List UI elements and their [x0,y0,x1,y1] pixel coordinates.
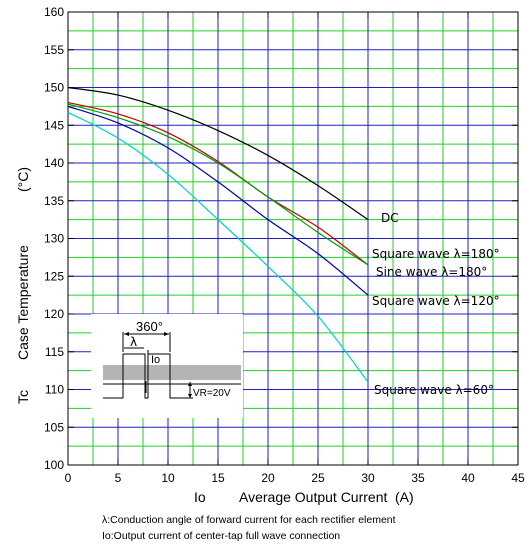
current-waveform [103,353,193,399]
series-label-sine-180: Sine wave λ=180° [376,265,487,279]
x-tick-label: 0 [65,471,72,485]
y-tick-label: 120 [44,307,64,321]
x-axis-symbol: Io [194,489,206,505]
voltage-arrowhead-bottom [188,394,192,398]
y-axis-unit: (°C) [15,167,31,192]
series-line-dc [67,86,369,221]
period-arrowhead-right [164,332,169,336]
series-line-square-120 [67,105,369,296]
y-tick-label: 155 [44,43,64,57]
y-tick-label: 110 [45,383,64,397]
y-tick-label: 160 [44,5,64,19]
y-axis-title: Case Temperature [15,245,31,360]
series-label-square-120: Square wave λ=120° [372,294,500,308]
lambda-label: λ [130,335,137,349]
period-label: 360° [136,319,163,334]
series-line-square-60 [67,111,369,383]
x-tick-label: 10 [161,471,175,485]
y-tick-label: 145 [44,118,64,132]
series-label-dc: DC [381,211,399,225]
y-axis-symbol: Tc [15,390,31,404]
y-tick-labels: 100 105 110 115 120 125 130 135 140 145 150 155 160 [44,5,64,472]
series-label-square-180: Square wave λ=180° [372,247,500,261]
y-tick-label: 105 [44,420,64,434]
reverse-voltage-band [103,365,241,380]
tick-marks [67,11,519,466]
footnote-io: Io:Output current of center-tap full wav… [102,530,341,542]
x-tick-label: 25 [311,471,325,485]
series-line-square-180 [67,102,369,266]
x-tick-label: 35 [411,471,425,485]
x-tick-label: 15 [211,471,225,485]
x-axis-title: Average Output Current [239,489,387,505]
y-tick-label: 115 [45,345,64,359]
y-tick-label: 150 [44,81,64,95]
series-label-square-60: Square wave λ=60° [374,383,494,397]
x-tick-label: 40 [461,471,475,485]
waveform-inset: 360° λ Io VR=20V [91,314,243,418]
x-tick-label: 45 [511,471,525,485]
series-labels: DC Square wave λ=180° Sine wave λ=180° Squa… [372,211,500,397]
voltage-arrowhead-top [188,382,192,386]
y-tick-label: 135 [44,194,64,208]
series-layer [67,86,369,383]
x-tick-label: 30 [361,471,375,485]
y-tick-label: 125 [44,269,64,283]
y-tick-label: 130 [44,232,64,246]
voltage-label: VR=20V [193,388,231,399]
footnote-lambda: λ:Conduction angle of forward current fo… [102,514,396,526]
series-line-sine-180 [67,103,369,266]
y-tick-label: 140 [44,156,64,170]
x-axis-unit: (A) [395,489,414,505]
x-tick-label: 20 [261,471,275,485]
period-arrowhead-left [124,332,129,336]
current-label: Io [151,354,160,366]
x-tick-label: 5 [115,471,122,485]
y-tick-label: 100 [44,458,64,472]
x-tick-labels: 0 5 10 15 20 25 30 35 40 45 [65,471,525,485]
